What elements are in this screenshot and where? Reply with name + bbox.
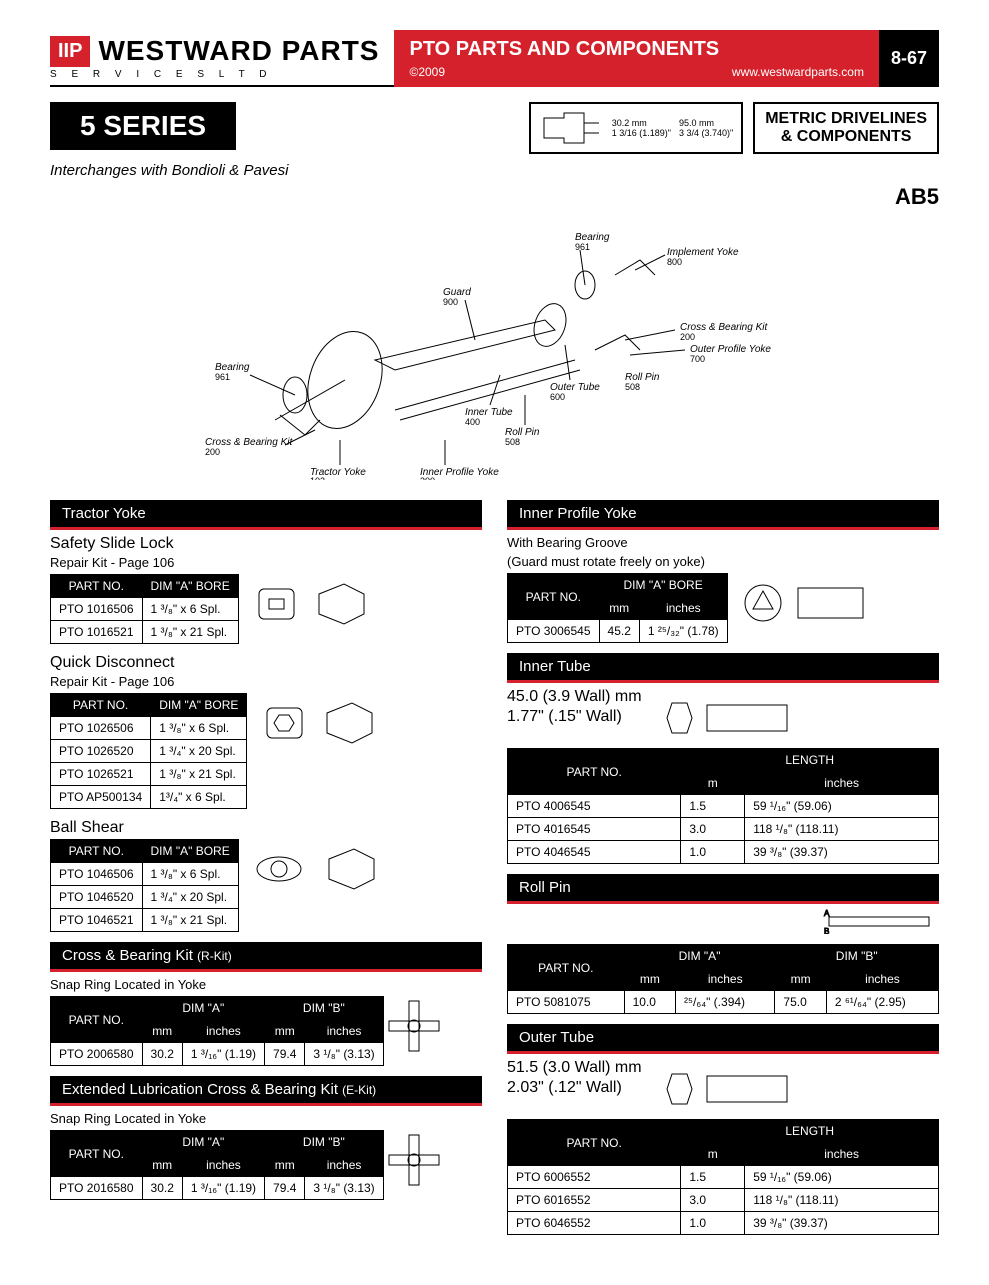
inner-tube-table: PART NO.LENGTH minches PTO 40065451.559 … xyxy=(507,748,939,864)
ball-shear-title: Ball Shear xyxy=(50,819,482,837)
brand-name: WESTWARD PARTS xyxy=(98,35,379,67)
svg-text:508: 508 xyxy=(625,382,640,392)
inner-profile-note1: With Bearing Groove xyxy=(507,535,939,550)
inner-tube-icon xyxy=(652,688,792,748)
inner-tube-spec2: 1.77" (.15" Wall) xyxy=(507,708,642,726)
quick-disconnect-table: PART NO.DIM "A" BORE PTO 10265061 ³/₈" x… xyxy=(50,693,247,809)
ext-lube-icon xyxy=(384,1130,444,1190)
tractor-yoke-hdr: Tractor Yoke xyxy=(50,500,482,530)
svg-text:800: 800 xyxy=(667,257,682,267)
svg-text:508: 508 xyxy=(505,437,520,447)
brand-subtitle: S E R V I C E S L T D xyxy=(50,69,379,80)
url: www.westwardparts.com xyxy=(732,65,864,79)
inner-tube-hdr: Inner Tube xyxy=(507,653,939,683)
logo: IIP WESTWARD PARTS S E R V I C E S L T D xyxy=(50,30,394,87)
copyright: ©2009 xyxy=(409,65,445,79)
svg-text:200: 200 xyxy=(680,332,695,342)
safety-slide-title: Safety Slide Lock xyxy=(50,535,482,553)
cross-bearing-table: PART NO.DIM "A"DIM "B" mminchesmminches … xyxy=(50,996,384,1066)
interchanges-note: Interchanges with Bondioli & Pavesi xyxy=(50,162,939,179)
quick-disconnect-note: Repair Kit - Page 106 xyxy=(50,674,482,689)
ext-lube-table: PART NO.DIM "A"DIM "B" mminchesmminches … xyxy=(50,1130,384,1200)
svg-text:900: 900 xyxy=(443,297,458,307)
roll-pin-icon: AB xyxy=(819,909,939,934)
outer-tube-icon xyxy=(652,1059,792,1119)
title-bar: PTO PARTS AND COMPONENTS ©2009 www.westw… xyxy=(394,30,878,87)
quick-disconnect-title: Quick Disconnect xyxy=(50,654,482,672)
inner-profile-note2: (Guard must rotate freely on yoke) xyxy=(507,554,939,569)
outer-tube-table: PART NO.LENGTH minches PTO 60065521.559 … xyxy=(507,1119,939,1235)
safety-slide-note: Repair Kit - Page 106 xyxy=(50,555,482,570)
svg-text:300: 300 xyxy=(420,476,435,480)
ball-shear-icon xyxy=(249,839,389,899)
svg-text:B: B xyxy=(824,927,829,934)
right-column: Inner Profile Yoke With Bearing Groove (… xyxy=(507,500,939,1245)
cross-bearing-note: Snap Ring Located in Yoke xyxy=(50,977,482,992)
svg-text:102: 102 xyxy=(310,476,325,480)
roll-pin-table: PART NO.DIM "A"DIM "B" mminchesmminches … xyxy=(507,944,939,1014)
ball-shear-table: PART NO.DIM "A" BORE PTO 10465061 ³/₈" x… xyxy=(50,839,239,932)
svg-text:A: A xyxy=(824,909,830,918)
svg-text:700: 700 xyxy=(690,354,705,364)
inner-profile-hdr: Inner Profile Yoke xyxy=(507,500,939,530)
inner-profile-icon xyxy=(738,573,878,633)
dim-reference-box: 30.2 mm 1 3/16 (1.189)" 95.0 mm 3 3/4 (3… xyxy=(529,102,743,154)
page-header: IIP WESTWARD PARTS S E R V I C E S L T D… xyxy=(50,30,939,87)
ext-lube-note: Snap Ring Located in Yoke xyxy=(50,1111,482,1126)
metric-box: METRIC DRIVELINES & COMPONENTS xyxy=(753,102,939,154)
safety-slide-table: PART NO.DIM "A" BORE PTO 10165061 ³/₈" x… xyxy=(50,574,239,644)
outer-tube-spec2: 2.03" (.12" Wall) xyxy=(507,1079,642,1097)
page-title: PTO PARTS AND COMPONENTS xyxy=(409,38,863,61)
svg-text:400: 400 xyxy=(465,417,480,427)
safety-slide-icon xyxy=(249,574,389,634)
inner-tube-spec1: 45.0 (3.9 Wall) mm xyxy=(507,688,642,706)
left-column: Tractor Yoke Safety Slide Lock Repair Ki… xyxy=(50,500,482,1245)
cross-kit-icon xyxy=(384,996,444,1056)
series-title: 5 SERIES xyxy=(50,102,236,150)
series-code: AB5 xyxy=(50,184,939,210)
cross-bearing-hdr: Cross & Bearing Kit (R-Kit) xyxy=(50,942,482,972)
logo-mark: IIP xyxy=(50,36,90,67)
inner-profile-table: PART NO.DIM "A" BORE mminches PTO 300654… xyxy=(507,573,728,643)
outer-tube-spec1: 51.5 (3.0 Wall) mm xyxy=(507,1059,642,1077)
page-number: 8-67 xyxy=(879,30,939,87)
quick-disconnect-icon xyxy=(257,693,397,753)
ext-lube-hdr: Extended Lubrication Cross & Bearing Kit… xyxy=(50,1076,482,1106)
outer-tube-hdr: Outer Tube xyxy=(507,1024,939,1054)
svg-text:961: 961 xyxy=(215,372,230,382)
svg-text:961: 961 xyxy=(575,242,590,252)
roll-pin-hdr: Roll Pin xyxy=(507,874,939,904)
exploded-diagram: Bearing961 Implement Yoke800 Guard900 Be… xyxy=(50,220,939,485)
svg-text:200: 200 xyxy=(205,447,220,457)
svg-text:600: 600 xyxy=(550,392,565,402)
